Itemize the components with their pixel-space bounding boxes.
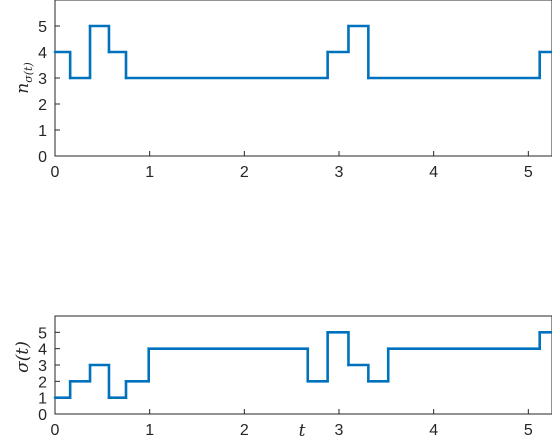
bottom-data-point: [88, 363, 92, 367]
top-ylabel: nσ(t): [13, 62, 35, 93]
bottom-xtick-label: 3: [335, 422, 344, 439]
bottom-series-line: [55, 331, 552, 399]
bottom-axes-box: [54, 315, 552, 415]
top-data-point: [538, 50, 541, 54]
bottom-xtick-label: 5: [524, 422, 533, 439]
bottom-xtick-label: 4: [429, 422, 438, 439]
top-axes: nσ(t) 0 1 2 3 4 5 0 1 2 3 4 5: [13, 0, 552, 181]
top-ytick-label: 0: [38, 149, 47, 166]
top-xtick-label: 3: [335, 164, 344, 181]
top-xtick-label: 4: [429, 164, 438, 181]
top-ytick-label: 4: [38, 45, 47, 62]
bottom-xtick-label: 2: [240, 422, 249, 439]
bottom-data-point: [147, 347, 151, 350]
bottom-data-point: [538, 331, 541, 334]
top-data-point: [347, 24, 350, 28]
bottom-ytick-label: 3: [38, 358, 47, 375]
bottom-xtick-label: 0: [51, 422, 60, 439]
bottom-ylabel: σ(t): [13, 341, 33, 373]
bottom-data-point: [347, 363, 350, 367]
top-data-point: [107, 50, 111, 54]
top-ylabel-base: n: [13, 83, 33, 94]
bottom-xtick-label: 1: [145, 422, 154, 439]
bottom-data-point: [124, 380, 128, 383]
top-xtick-label: 5: [524, 164, 533, 181]
bottom-ytick-label: 4: [38, 342, 47, 359]
bottom-ytick-label: 1: [38, 391, 47, 408]
top-ylabel-sub: σ(t): [22, 62, 35, 83]
top-ytick-label: 2: [38, 97, 47, 114]
bottom-data-point: [367, 380, 370, 383]
top-xtick-label: 1: [145, 164, 154, 181]
bottom-data-point: [326, 331, 329, 334]
top-data-point: [88, 24, 92, 28]
bottom-data-point: [53, 396, 57, 399]
top-xtick-label: 2: [240, 164, 249, 181]
bottom-ytick-label: 2: [38, 374, 47, 391]
top-data-point: [124, 76, 128, 80]
bottom-xlabel: t: [299, 421, 306, 441]
top-ytick-label: 1: [38, 123, 47, 140]
bottom-ytick-label: 0: [38, 407, 47, 424]
bottom-ytick-label: 5: [38, 325, 47, 342]
bottom-data-point: [107, 396, 111, 399]
top-xtick-label: 0: [51, 164, 60, 181]
bottom-data-point: [68, 380, 72, 383]
bottom-data-point: [386, 347, 390, 350]
top-data-point: [326, 50, 329, 54]
top-series-line: [55, 24, 552, 80]
top-ytick-label: 3: [38, 71, 47, 88]
bottom-data-point: [306, 380, 310, 383]
top-ytick-label: 5: [38, 19, 47, 36]
top-data-point: [68, 76, 72, 80]
top-data-point: [367, 76, 370, 80]
top-data-point: [53, 50, 57, 54]
